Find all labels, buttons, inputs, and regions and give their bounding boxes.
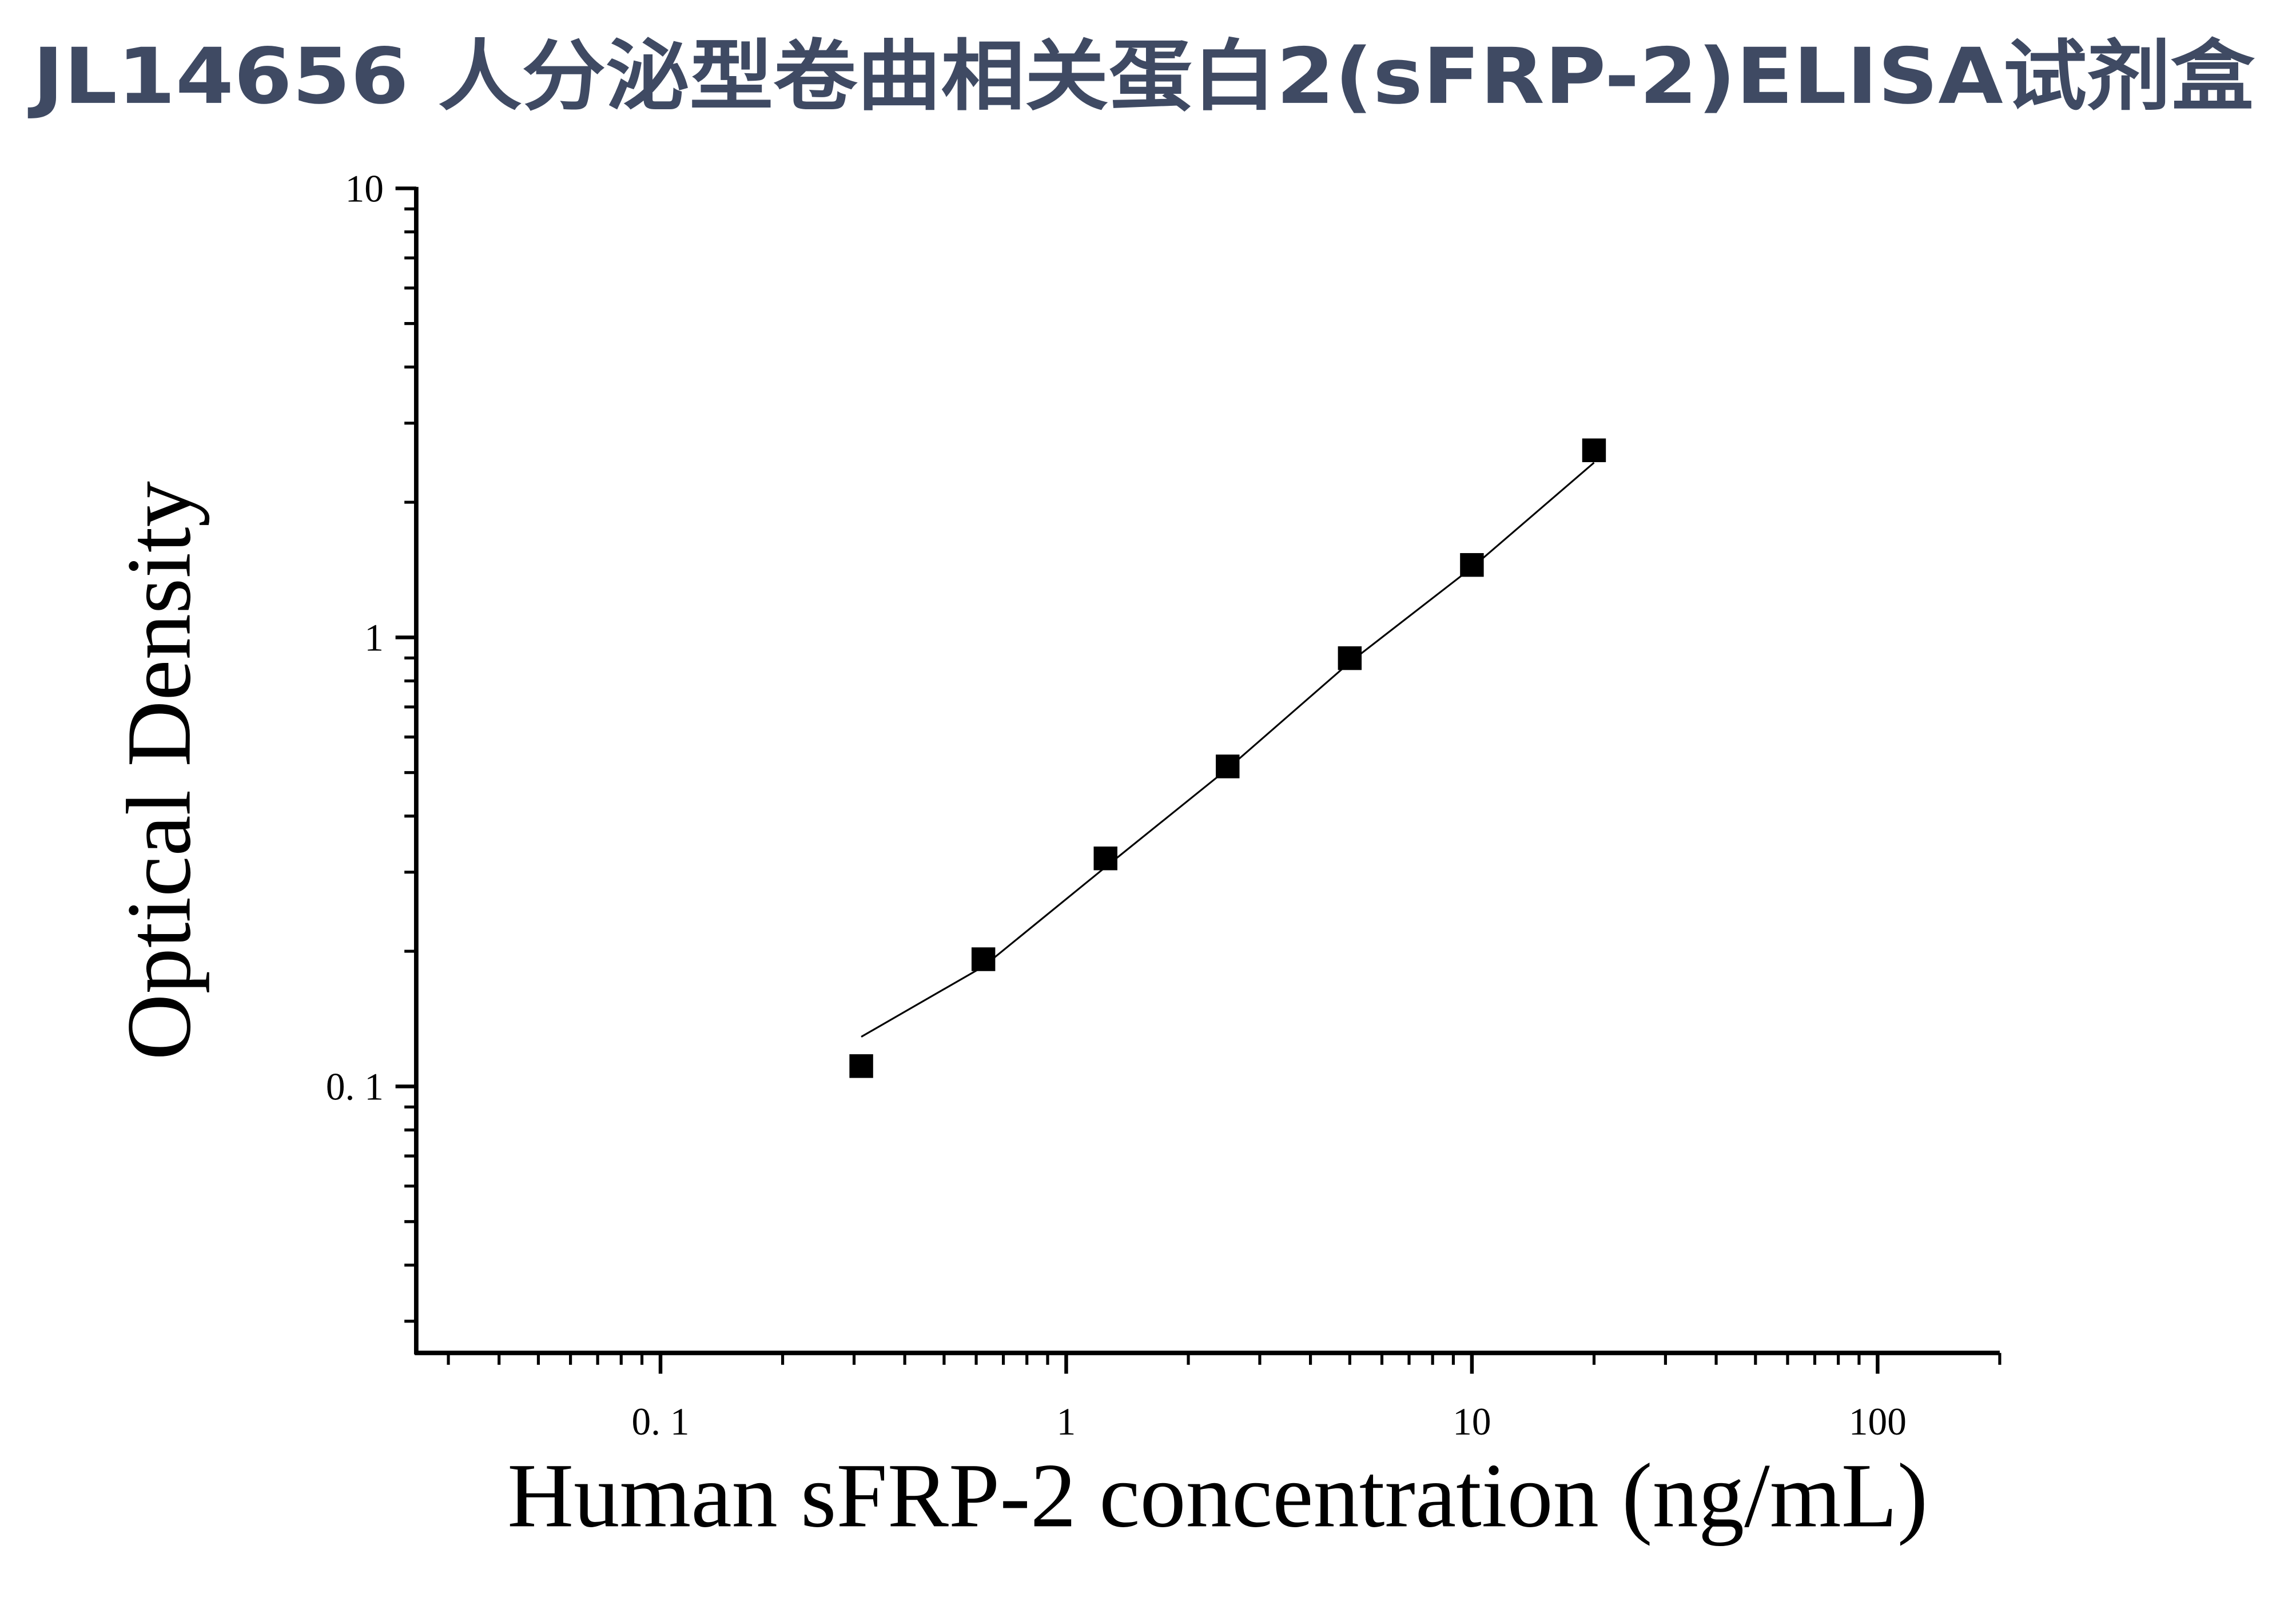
data-point [1460, 553, 1484, 577]
data-point [1582, 438, 1606, 462]
data-point [971, 947, 996, 971]
chart-title: JL14656 人分泌型卷曲相关蛋白2(sFRP-2)ELISA试剂盒 [27, 31, 2255, 121]
y-tick-label: 1 [364, 617, 384, 660]
data-point [1216, 754, 1240, 778]
data-point [1093, 846, 1117, 871]
x-tick-label: 10 [1453, 1400, 1491, 1443]
fit-curve [861, 462, 1595, 1038]
x-tick-label: 100 [1849, 1400, 1907, 1443]
y-axis-label: Optical Density [108, 481, 210, 1060]
y-tick-label: 0. 1 [326, 1066, 384, 1109]
y-tick-label: 10 [345, 168, 384, 210]
data-point [849, 1054, 873, 1078]
data-point [1338, 646, 1362, 670]
x-tick-label: 0. 1 [632, 1400, 690, 1443]
x-tick-label: 1 [1057, 1400, 1076, 1443]
x-axis-label: Human sFRP-2 concentration (ng/mL) [507, 1444, 1928, 1546]
